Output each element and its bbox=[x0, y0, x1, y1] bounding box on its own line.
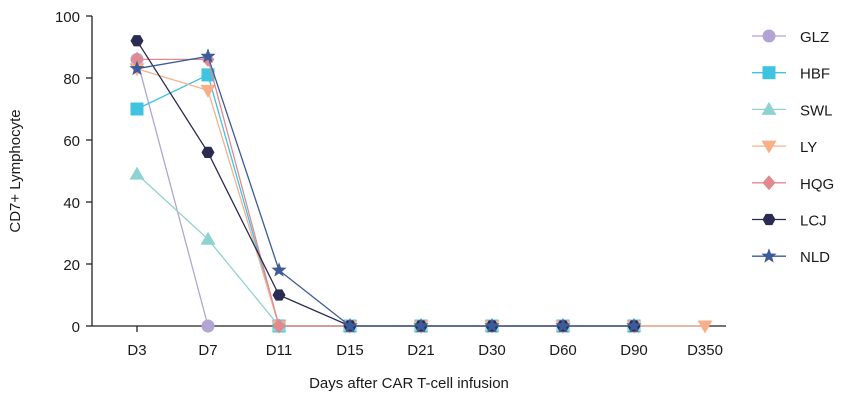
x-tick-label-d7: D7 bbox=[198, 342, 217, 359]
y-axis-title: CD7+ Lymphocyte bbox=[7, 109, 24, 232]
data-point-nld bbox=[555, 318, 571, 333]
plot-area: 0 20 40 60 80 100 D3 D7 D11 D15 D21 D30 D60 D90 D350 bbox=[55, 9, 726, 359]
series-nld bbox=[129, 48, 642, 333]
legend-item-hbf: HBF bbox=[752, 66, 830, 83]
x-tick-label-d11: D11 bbox=[266, 342, 292, 359]
data-point-glz bbox=[201, 319, 215, 333]
legend-item-ly: LY bbox=[752, 139, 817, 156]
series-line-nld bbox=[136, 55, 634, 327]
x-tick-label-d21: D21 bbox=[407, 342, 435, 359]
legend-item-nld: NLD bbox=[752, 248, 830, 266]
x-tick-label-d350: D350 bbox=[687, 342, 723, 359]
legend-marker-hbf bbox=[762, 66, 776, 80]
y-tick-label: 40 bbox=[63, 195, 80, 212]
series-line-lcj bbox=[136, 40, 634, 327]
series-hbf bbox=[130, 68, 641, 333]
legend-marker-hqg bbox=[762, 175, 776, 191]
y-tick-label: 100 bbox=[55, 9, 80, 26]
legend-label: LCJ bbox=[800, 213, 827, 230]
data-point-swl bbox=[129, 166, 145, 180]
x-tick-label-d90: D90 bbox=[620, 342, 648, 359]
legend-item-glz: GLZ bbox=[752, 29, 829, 46]
legend-marker-ly bbox=[761, 140, 777, 154]
legend-marker-swl bbox=[761, 101, 777, 115]
legend-label: HBF bbox=[800, 66, 830, 83]
data-point-nld bbox=[200, 48, 216, 63]
data-point-nld bbox=[271, 262, 287, 277]
x-tick-label-d60: D60 bbox=[549, 342, 577, 359]
legend-marker-lcj bbox=[762, 213, 776, 226]
data-point-lcj bbox=[130, 35, 144, 47]
data-point-nld bbox=[626, 318, 642, 333]
data-point-hqg bbox=[130, 51, 144, 67]
x-tick-label-d30: D30 bbox=[478, 342, 506, 359]
legend-label: HQG bbox=[800, 176, 834, 193]
series-glz bbox=[130, 52, 215, 333]
series-group bbox=[129, 35, 713, 334]
legend-marker-glz bbox=[762, 29, 776, 43]
x-tick-label-d3: D3 bbox=[127, 342, 146, 359]
legend-label: SWL bbox=[800, 102, 833, 119]
x-ticks: D3 D7 D11 D15 D21 D30 D60 D90 D350 bbox=[127, 326, 723, 359]
legend-item-hqg: HQG bbox=[752, 175, 834, 193]
data-point-nld bbox=[413, 318, 429, 333]
legend-marker-nld bbox=[761, 248, 777, 263]
legend: GLZ HBF SWL LY HQG LCJ NLD bbox=[752, 29, 834, 266]
data-point-hqg bbox=[272, 318, 286, 334]
data-point-nld bbox=[342, 318, 358, 333]
y-tick-label: 80 bbox=[63, 71, 80, 88]
data-point-nld bbox=[129, 60, 145, 76]
series-line-swl bbox=[136, 173, 634, 327]
y-tick-label: 0 bbox=[72, 319, 80, 336]
data-point-ly bbox=[200, 84, 216, 98]
legend-label: GLZ bbox=[800, 29, 829, 46]
legend-item-swl: SWL bbox=[752, 101, 833, 119]
legend-item-lcj: LCJ bbox=[752, 213, 827, 230]
series-line-glz bbox=[136, 59, 209, 327]
series-swl bbox=[129, 166, 642, 332]
data-point-swl bbox=[200, 231, 216, 245]
legend-label: NLD bbox=[800, 249, 830, 266]
y-tick-label: 60 bbox=[63, 133, 80, 150]
data-point-ly bbox=[697, 320, 713, 334]
x-tick-label-d15: D15 bbox=[336, 342, 364, 359]
series-line-ly bbox=[136, 68, 705, 327]
data-point-lcj bbox=[272, 289, 286, 301]
series-ly bbox=[129, 63, 713, 334]
data-point-hbf bbox=[130, 102, 144, 116]
y-tick-label: 20 bbox=[63, 257, 80, 274]
series-line-hqg bbox=[137, 58, 634, 327]
legend-label: LY bbox=[800, 139, 817, 156]
data-point-lcj bbox=[201, 146, 215, 159]
series-line-hbf bbox=[136, 73, 634, 327]
y-ticks: 0 20 40 60 80 100 bbox=[55, 9, 92, 336]
data-point-nld bbox=[484, 318, 500, 333]
x-axis-title: Days after CAR T-cell infusion bbox=[309, 375, 509, 392]
